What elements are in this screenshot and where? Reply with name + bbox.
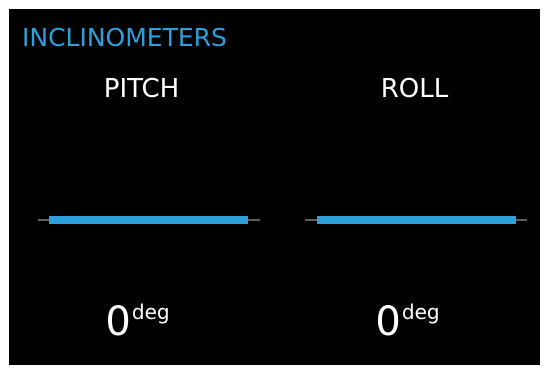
- roll-value: 0: [375, 299, 401, 345]
- roll-level-indicator: [305, 216, 527, 224]
- roll-tilt-bar: [317, 216, 516, 224]
- roll-label: ROLL: [380, 74, 449, 104]
- roll-gauge: ROLL 0deg: [275, 9, 540, 365]
- pitch-value: 0: [105, 299, 131, 345]
- pitch-unit: deg: [131, 300, 170, 324]
- pitch-readout: 0deg: [9, 297, 270, 355]
- roll-readout: 0deg: [275, 297, 540, 355]
- pitch-gauge: PITCH 0deg: [9, 9, 274, 365]
- inclinometer-screen: INCLINOMETERS PITCH 0deg ROLL 0deg: [9, 9, 540, 365]
- pitch-level-indicator: [38, 216, 260, 224]
- roll-tilt-bar-group: [317, 216, 516, 224]
- roll-unit: deg: [401, 300, 440, 324]
- pitch-tilt-bar-group: [49, 216, 248, 224]
- pitch-tilt-bar: [49, 216, 248, 224]
- section-title: INCLINOMETERS: [22, 23, 227, 52]
- pitch-label: PITCH: [103, 74, 180, 104]
